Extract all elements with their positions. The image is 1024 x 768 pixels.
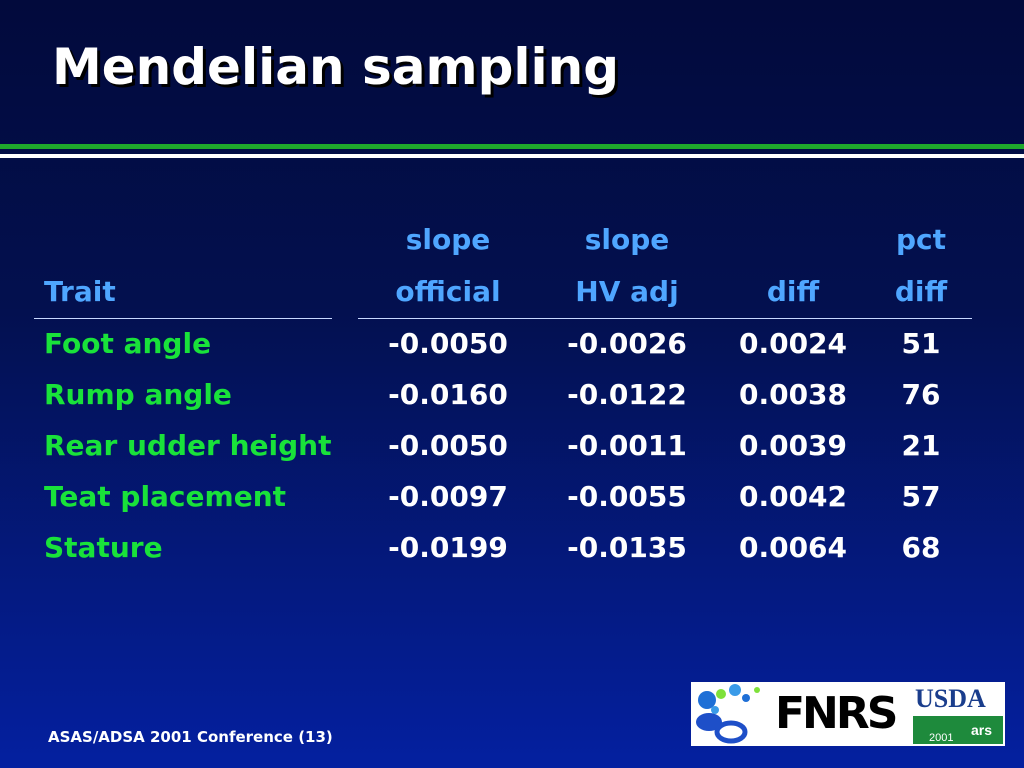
row-pct-diff: 21 [901,429,941,462]
row-official: -0.0199 [388,531,508,564]
row-pct-diff: 51 [901,327,941,360]
usda-green-band [913,716,1003,744]
white-divider [0,154,1024,158]
row-diff: 0.0064 [738,531,848,564]
header-hv-adj-top: slope [584,223,670,256]
row-trait: Teat placement [44,480,287,513]
slide-footer: ASAS/ADSA 2001 Conference (13) [48,728,333,746]
green-divider [0,144,1024,149]
header-pct-diff: diff [894,275,948,308]
row-trait: Rear udder height [44,429,332,462]
row-pct-diff: 76 [901,378,941,411]
row-diff: 0.0038 [738,378,848,411]
aipl-logo-icon [696,684,760,744]
row-diff: 0.0042 [738,480,848,513]
slide-title: Mendelian sampling [52,38,620,96]
usda-logo-text: USDA [915,684,986,713]
row-pct-diff: 68 [901,531,941,564]
usda-logo: USDA 2001 ars [913,684,1003,744]
row-diff: 0.0039 [738,429,848,462]
data-table: slope slope pct Trait official HV adj di… [0,214,1024,574]
header-diff: diff [766,275,820,308]
usda-ars-text: ars [971,722,993,738]
row-hv-adj: -0.0055 [567,480,687,513]
header-official: official [395,275,501,308]
row-official: -0.0050 [388,429,508,462]
header-underline-values [358,318,972,319]
usda-year: 2001 [929,732,954,744]
header-underline-trait [34,318,332,319]
row-official: -0.0160 [388,378,508,411]
fnrs-logo-text: FNRS [775,688,898,739]
sponsor-logos: FNRS USDA 2001 ars [691,682,1005,746]
row-trait: Rump angle [44,378,232,411]
row-hv-adj: -0.0122 [567,378,687,411]
row-hv-adj: -0.0011 [567,429,687,462]
row-diff: 0.0024 [738,327,848,360]
header-trait: Trait [44,275,116,308]
row-hv-adj: -0.0026 [567,327,687,360]
header-official-top: slope [405,223,491,256]
row-pct-diff: 57 [901,480,941,513]
row-trait: Foot angle [44,327,212,360]
row-official: -0.0097 [388,480,508,513]
row-trait: Stature [44,531,163,564]
header-pct-diff-top: pct [895,223,947,256]
row-official: -0.0050 [388,327,508,360]
row-hv-adj: -0.0135 [567,531,687,564]
header-hv-adj: HV adj [575,275,679,308]
